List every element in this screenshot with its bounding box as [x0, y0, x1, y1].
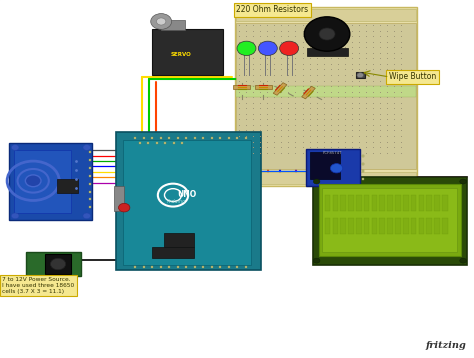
FancyBboxPatch shape: [306, 149, 360, 186]
FancyBboxPatch shape: [419, 195, 424, 211]
FancyBboxPatch shape: [333, 218, 338, 234]
Text: SERVO: SERVO: [171, 52, 191, 57]
FancyBboxPatch shape: [427, 195, 432, 211]
FancyBboxPatch shape: [387, 218, 393, 234]
FancyBboxPatch shape: [395, 218, 401, 234]
FancyBboxPatch shape: [348, 218, 354, 234]
Circle shape: [83, 213, 91, 219]
Text: 220 Ohm Resistors: 220 Ohm Resistors: [237, 5, 309, 14]
Circle shape: [319, 28, 335, 40]
FancyBboxPatch shape: [380, 195, 385, 211]
Circle shape: [460, 179, 466, 184]
FancyBboxPatch shape: [45, 254, 71, 274]
FancyBboxPatch shape: [236, 172, 416, 184]
FancyBboxPatch shape: [322, 188, 457, 252]
Circle shape: [330, 164, 343, 173]
FancyBboxPatch shape: [427, 218, 432, 234]
Text: Arduino: Arduino: [166, 199, 185, 204]
FancyBboxPatch shape: [403, 218, 409, 234]
Circle shape: [313, 179, 320, 184]
Circle shape: [357, 73, 364, 78]
Circle shape: [11, 213, 19, 219]
FancyBboxPatch shape: [310, 152, 340, 179]
Circle shape: [280, 41, 299, 55]
FancyBboxPatch shape: [410, 218, 417, 234]
FancyBboxPatch shape: [356, 72, 365, 78]
FancyBboxPatch shape: [14, 150, 71, 213]
FancyBboxPatch shape: [380, 218, 385, 234]
FancyBboxPatch shape: [123, 140, 251, 265]
Circle shape: [11, 145, 19, 150]
Circle shape: [313, 258, 320, 263]
FancyBboxPatch shape: [235, 7, 417, 186]
FancyBboxPatch shape: [434, 218, 440, 234]
Circle shape: [26, 175, 41, 187]
FancyBboxPatch shape: [161, 20, 185, 30]
FancyBboxPatch shape: [442, 218, 447, 234]
FancyBboxPatch shape: [301, 86, 315, 99]
Text: 7 to 12V Power Source.
I have used three 18650
cells (3.7 X 3 = 11.1): 7 to 12V Power Source. I have used three…: [2, 277, 74, 294]
Text: PCF8574T: PCF8574T: [323, 151, 343, 155]
FancyBboxPatch shape: [387, 195, 393, 211]
FancyBboxPatch shape: [395, 195, 401, 211]
Circle shape: [156, 18, 166, 25]
FancyBboxPatch shape: [340, 195, 346, 211]
FancyBboxPatch shape: [364, 218, 370, 234]
FancyBboxPatch shape: [152, 29, 223, 75]
FancyBboxPatch shape: [403, 195, 409, 211]
FancyBboxPatch shape: [325, 195, 330, 211]
FancyBboxPatch shape: [114, 186, 124, 211]
FancyBboxPatch shape: [152, 247, 194, 258]
FancyBboxPatch shape: [410, 195, 417, 211]
FancyBboxPatch shape: [236, 86, 416, 97]
FancyBboxPatch shape: [57, 179, 78, 193]
FancyBboxPatch shape: [372, 195, 377, 211]
Circle shape: [151, 14, 172, 29]
FancyBboxPatch shape: [356, 195, 362, 211]
FancyBboxPatch shape: [233, 86, 250, 89]
Circle shape: [304, 17, 350, 51]
Text: fritzing: fritzing: [426, 341, 467, 350]
Circle shape: [50, 258, 65, 270]
Circle shape: [118, 203, 130, 212]
FancyBboxPatch shape: [372, 218, 377, 234]
FancyBboxPatch shape: [348, 195, 354, 211]
FancyBboxPatch shape: [313, 177, 467, 265]
FancyBboxPatch shape: [164, 233, 194, 247]
FancyBboxPatch shape: [434, 195, 440, 211]
FancyBboxPatch shape: [236, 23, 416, 169]
FancyBboxPatch shape: [356, 218, 362, 234]
FancyBboxPatch shape: [340, 218, 346, 234]
FancyBboxPatch shape: [333, 195, 338, 211]
Text: Wipe Button: Wipe Button: [389, 72, 436, 82]
FancyBboxPatch shape: [319, 184, 461, 256]
FancyBboxPatch shape: [307, 48, 347, 56]
Circle shape: [258, 41, 277, 55]
Text: UNO: UNO: [177, 190, 196, 199]
FancyBboxPatch shape: [236, 9, 416, 21]
FancyBboxPatch shape: [26, 252, 81, 276]
FancyBboxPatch shape: [273, 83, 287, 95]
FancyBboxPatch shape: [442, 195, 447, 211]
FancyBboxPatch shape: [255, 86, 272, 89]
FancyBboxPatch shape: [364, 195, 370, 211]
FancyBboxPatch shape: [116, 132, 261, 270]
FancyBboxPatch shape: [419, 218, 424, 234]
FancyBboxPatch shape: [325, 218, 330, 234]
Circle shape: [460, 258, 466, 263]
FancyBboxPatch shape: [9, 143, 92, 220]
Circle shape: [83, 145, 91, 150]
Circle shape: [237, 41, 256, 55]
